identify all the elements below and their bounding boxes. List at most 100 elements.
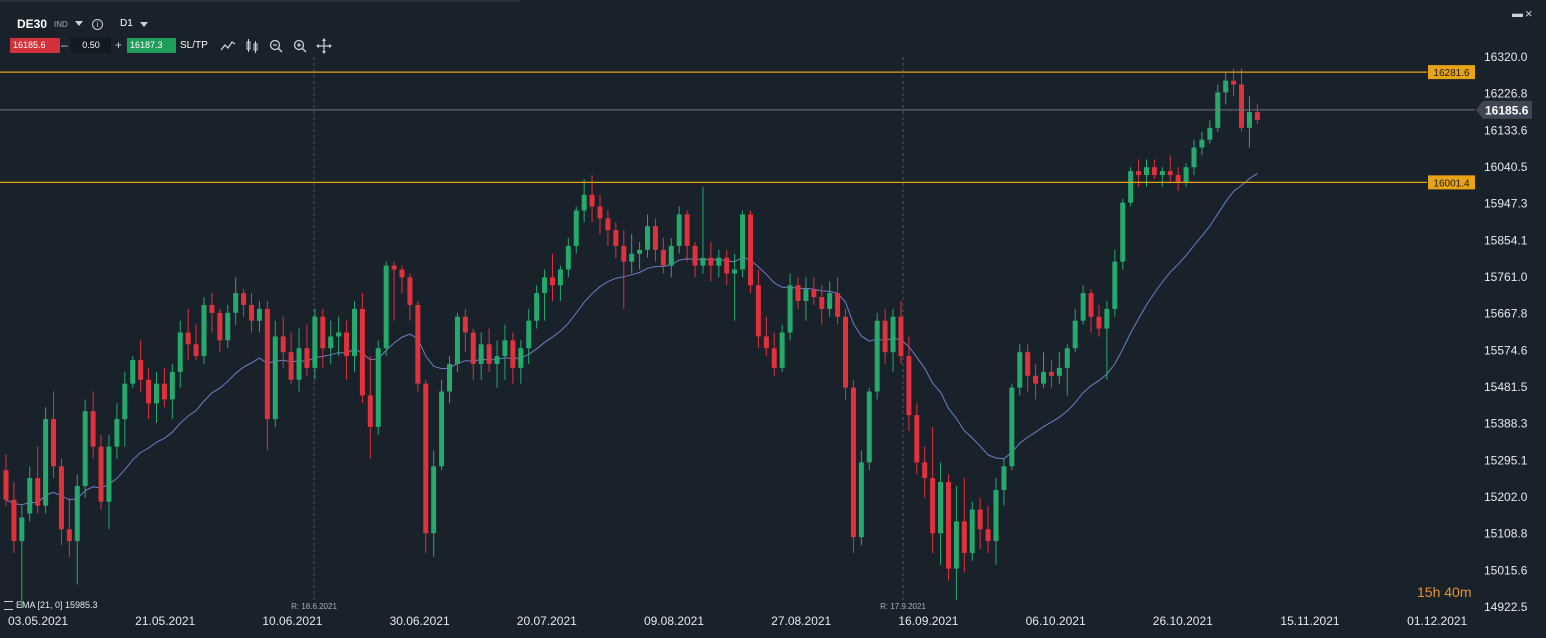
quantity-input[interactable]: 0.50	[71, 38, 111, 53]
candle-body	[344, 332, 350, 357]
candle-body	[296, 348, 302, 380]
candle-body	[43, 419, 49, 506]
date-axis-label: 06.10.2021	[1026, 614, 1086, 628]
candle-body	[1239, 84, 1245, 128]
price-level-label: 16001.4	[1433, 178, 1470, 189]
candle-body	[961, 521, 967, 553]
symbol-dropdown-icon[interactable]	[75, 21, 83, 26]
price-axis-label: 15947.3	[1484, 197, 1528, 211]
date-axis-label: 15.11.2021	[1280, 614, 1339, 628]
candle-body	[431, 466, 437, 534]
timeframe-dropdown-icon[interactable]	[140, 22, 148, 27]
candle-body	[1017, 352, 1023, 388]
candle-body	[637, 249, 643, 254]
close-icon[interactable]: ×	[1525, 6, 1533, 21]
candle-body	[787, 285, 793, 333]
candle-body	[549, 277, 555, 286]
date-axis-label: 30.06.2021	[390, 614, 450, 628]
candle-body	[993, 489, 999, 542]
candle-body	[890, 316, 896, 353]
candle-body	[708, 257, 714, 266]
candle-body	[312, 316, 318, 368]
candle-body	[359, 308, 365, 396]
candle-body	[494, 356, 500, 364]
info-icon[interactable]: i	[92, 19, 103, 30]
indicator-settings-icon[interactable]	[4, 601, 13, 611]
candle-body	[193, 344, 199, 357]
instrument-type-label: IND	[54, 20, 68, 29]
candle-body	[3, 470, 9, 500]
candle-body	[977, 509, 983, 530]
symbol-label[interactable]: DE30	[17, 17, 48, 31]
quantity-increase-button[interactable]: +	[115, 38, 123, 52]
candle-body	[692, 245, 698, 266]
candle-body	[35, 478, 41, 506]
candle-body	[1223, 80, 1229, 93]
sltp-button[interactable]: SL/TP	[180, 40, 208, 51]
candle-body	[589, 194, 595, 207]
candle-body	[146, 379, 152, 404]
maximize-icon[interactable]: ▬	[1512, 8, 1523, 20]
candle-body	[1033, 375, 1039, 384]
candle-body	[27, 478, 33, 514]
candle-body	[684, 214, 690, 246]
candle-body	[1009, 387, 1015, 467]
candle-body	[819, 297, 825, 309]
zoom-in-icon[interactable]	[292, 38, 308, 54]
candle-body	[534, 293, 540, 321]
quantity-decrease-button[interactable]: –	[61, 38, 68, 52]
candle-body	[1151, 167, 1157, 176]
timeframe-selector[interactable]: D1	[120, 18, 133, 29]
candle-body	[82, 411, 88, 486]
candle-body	[850, 387, 856, 538]
indicator-legend[interactable]: EMA [21, 0] 15985.3	[4, 600, 98, 611]
date-axis-label: 09.08.2021	[644, 614, 704, 628]
candle-body	[827, 293, 833, 309]
price-level-tag	[1428, 175, 1475, 190]
candle-body	[177, 332, 183, 372]
candle-body	[930, 478, 936, 534]
price-axis-label: 15015.6	[1484, 563, 1528, 577]
candle-body	[217, 312, 223, 341]
candle-body	[1072, 320, 1078, 349]
candle-body	[375, 348, 381, 427]
candle-body	[66, 529, 72, 542]
candle-body	[700, 257, 706, 266]
candle-body	[423, 383, 429, 534]
current-price-label: 16185.6	[1485, 103, 1529, 117]
candle-body	[241, 293, 247, 305]
crosshair-icon[interactable]	[316, 38, 332, 54]
candle-body	[98, 446, 104, 502]
candle-body	[161, 383, 167, 400]
candle-body	[407, 277, 413, 305]
price-axis-label: 15667.8	[1484, 307, 1528, 321]
indicator-label: EMA [21, 0] 15985.3	[16, 600, 98, 610]
date-axis-label: 20.07.2021	[517, 614, 577, 628]
candle-body	[613, 230, 619, 246]
line-chart-icon[interactable]	[220, 38, 236, 54]
candle-body	[130, 360, 136, 384]
chart-toolbar: DE30 IND i D1 16185.6 – 0.50 + 16187.3 S…	[0, 0, 1000, 60]
candle-body	[557, 269, 563, 286]
candle-body	[415, 304, 421, 384]
candle-body	[755, 285, 761, 337]
candle-body	[1128, 171, 1134, 203]
candle-body	[138, 360, 144, 380]
candle-body	[1167, 171, 1173, 176]
candle-body	[486, 344, 492, 364]
ema-line	[5, 172, 1258, 506]
date-axis-label: 27.08.2021	[771, 614, 831, 628]
candle-body	[1136, 171, 1142, 176]
candle-body	[11, 499, 17, 542]
candle-body	[1120, 202, 1126, 262]
buy-price-button[interactable]: 16187.3	[127, 38, 176, 53]
candle-body	[90, 411, 96, 447]
sell-price-button[interactable]: 16185.6	[10, 38, 60, 53]
candle-type-icon[interactable]	[245, 38, 261, 54]
candle-body	[1191, 147, 1197, 168]
candle-body	[328, 336, 334, 349]
zoom-out-icon[interactable]	[268, 38, 284, 54]
candle-body	[233, 293, 239, 313]
candle-body	[1048, 371, 1054, 376]
